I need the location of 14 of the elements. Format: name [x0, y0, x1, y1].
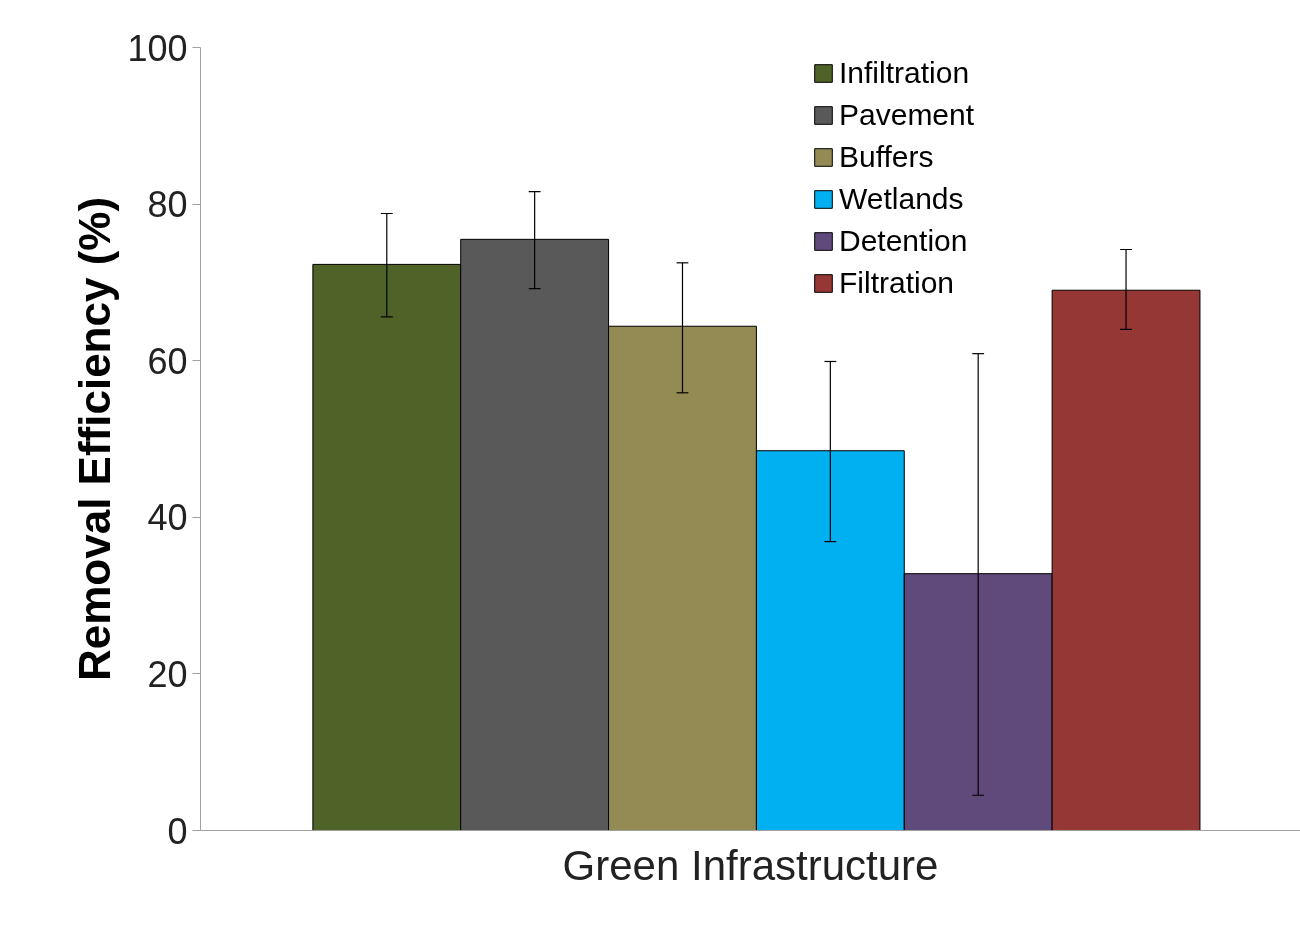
legend-label: Filtration [839, 266, 955, 300]
y-axis-title: Removal Efficiency (%) [70, 196, 120, 682]
legend-label: Detention [839, 224, 968, 258]
y-tick-label: 20 [147, 653, 188, 695]
legend-label: Infiltration [839, 56, 970, 90]
y-tick-label: 0 [167, 810, 188, 852]
y-tick-label: 60 [147, 340, 188, 382]
legend-label: Buffers [839, 140, 934, 174]
y-tick-label: 40 [147, 497, 188, 539]
x-axis-title: Green Infrastructure [562, 841, 939, 889]
y-tick-label: 100 [127, 27, 188, 69]
legend-label: Pavement [839, 98, 975, 132]
legend-label: Wetlands [839, 182, 964, 216]
y-tick-label: 80 [147, 184, 188, 226]
